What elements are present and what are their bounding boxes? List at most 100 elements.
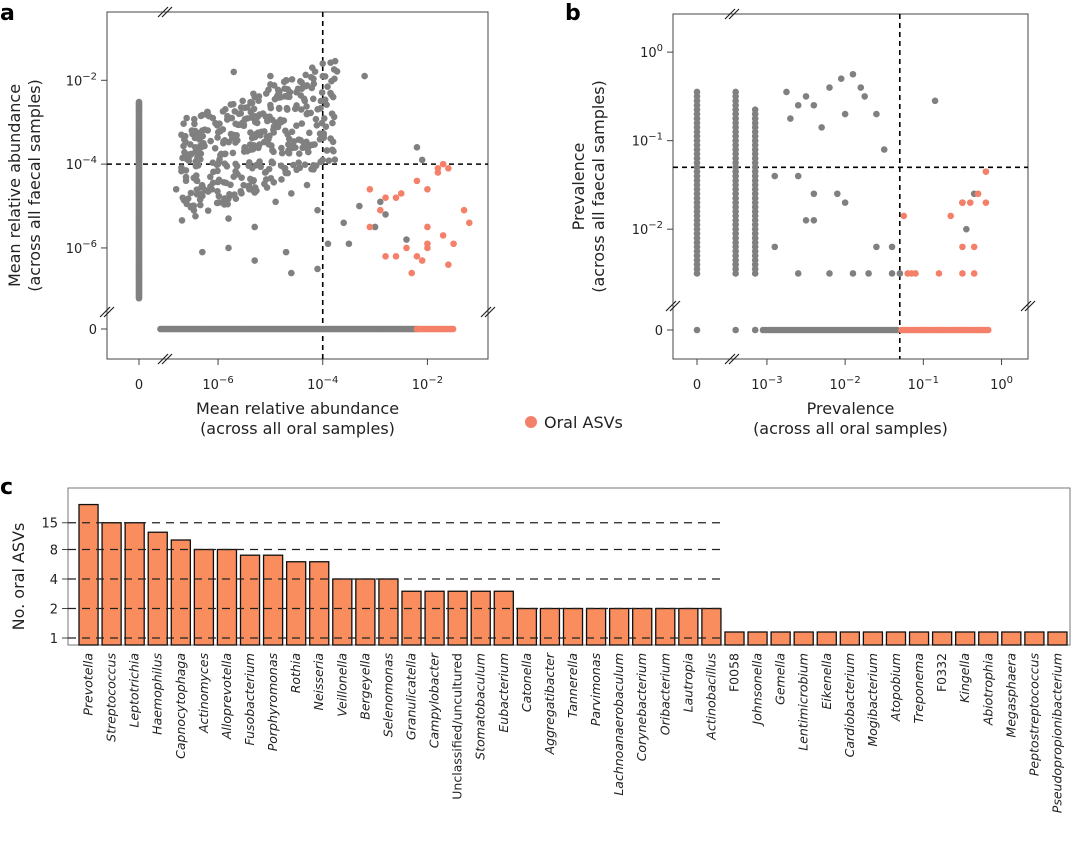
y-tick-label: 8 [50,544,58,559]
oral-asv-point [424,185,431,193]
oral-asv-point [403,244,410,252]
asv-point [252,143,259,150]
bar [608,607,630,646]
asv-point [209,114,217,122]
asv-point [849,70,857,78]
asv-point [267,81,274,88]
asv-point [192,212,199,220]
asv-point [837,75,845,82]
y-axis-break [99,306,115,318]
bar-category-label: Pseudopropionibacterium [1049,653,1064,813]
y-tick-label: 4 [50,573,58,588]
asv-point [230,173,238,180]
bar [239,554,261,646]
asv-point [321,96,329,104]
bar-category-label: Lautropia [680,653,695,712]
bar-category-label: Mogibacterium [865,653,880,747]
asv-point [233,162,241,170]
asv-point [340,219,347,227]
oral-asv-point [413,253,421,260]
asv-point [834,190,841,198]
asv-point [240,181,247,189]
bar [955,631,976,646]
bar-category-label: Campylobacter [427,652,442,748]
bar-category-label: Rothia [288,653,303,693]
bar-category-label: Megasphaera [1003,653,1018,738]
bar [978,631,999,646]
bar [424,590,445,646]
asv-point [325,157,333,165]
asv-point [263,133,271,141]
oral-asv-point [947,212,955,220]
asv-point [312,115,320,123]
asv-point [298,120,306,127]
asv-point [252,161,260,169]
asv-point [246,185,253,193]
asv-point [188,202,196,210]
asv-point [841,199,849,206]
bar [655,607,676,646]
bar-category-label: Leptotrichia [127,653,142,728]
oral-asv-point [959,270,966,277]
bar-category-label: F0332 [934,653,949,692]
asv-point [227,130,235,138]
x-tick-label: 100 [990,375,1013,393]
asv-point [277,118,285,126]
asv-point [361,72,368,80]
bar-category-label: Bergeyella [357,653,372,720]
panel-label-b: b [565,1,581,26]
bar [678,607,699,646]
bar-category-label: Selenomonas [380,653,395,738]
asv-point [269,116,276,124]
asv-point [212,119,219,127]
asv-point [313,121,321,129]
oral-asv-point [366,185,374,193]
asv-point [211,144,219,152]
x-tick-label: 0 [135,378,143,393]
bar-category-label: Haemophilus [150,653,165,735]
bar-category-label: Capnocytophaga [173,653,188,759]
asv-point [288,76,296,83]
bar [770,631,791,646]
asv-point [298,79,305,86]
bar-category-label: Streptococcus [104,653,119,742]
asv-point [278,149,286,157]
asv-point [135,98,143,106]
bar-category-label: Atopobium [888,653,903,722]
asv-point [295,159,302,166]
asv-point [303,82,311,89]
asv-point [256,131,264,139]
oral-asv-point [460,206,468,214]
asv-point [293,166,300,174]
plot-frame [67,487,1071,646]
asv-point [331,57,339,65]
asv-point [193,144,200,152]
asv-point [787,115,794,122]
x-axis-label-1: (across all oral samples) [753,419,948,438]
bar [632,607,653,646]
asv-point [298,106,305,113]
asv-point [299,144,306,152]
bar [839,631,861,646]
asv-point [323,147,331,154]
asv-point [193,186,201,193]
asv-point [888,243,896,251]
oral-asv-point [392,194,400,201]
asv-point [235,110,243,118]
y-axis-label-1: (across all faecal samples) [589,80,608,293]
oral-asv-point [445,261,452,269]
asv-point [178,217,186,224]
asv-point [217,151,224,159]
asv-point [314,265,321,273]
asv-point [732,88,739,96]
oral-asv-point [439,232,447,239]
oral-asv-point [377,206,384,214]
asv-point [275,105,283,112]
asv-point [931,97,939,105]
oral-asv-point [449,325,457,333]
asv-point [818,124,825,131]
asv-point [197,112,205,120]
x-tick-label: 0 [693,378,701,393]
